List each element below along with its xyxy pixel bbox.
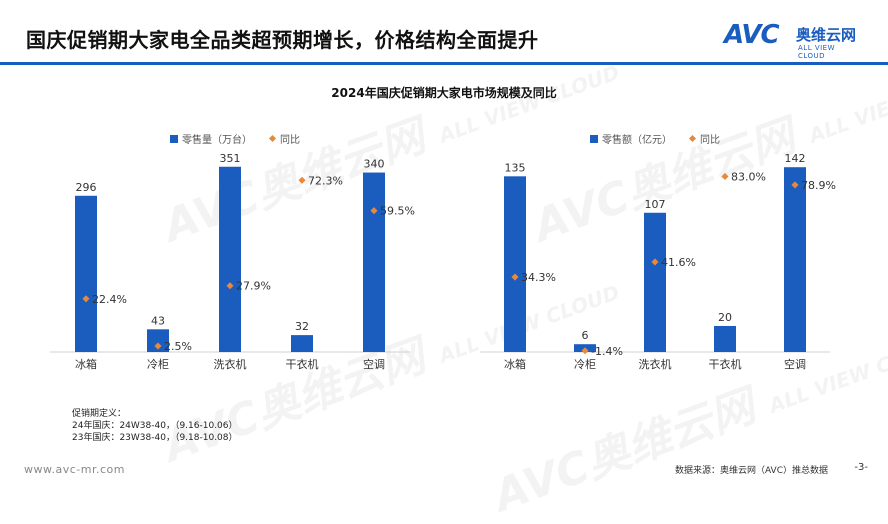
bar xyxy=(291,335,313,352)
legend-bar-label: 零售量（万台） xyxy=(182,133,252,146)
logo-wordmark: AVC xyxy=(724,20,780,50)
bar xyxy=(75,195,97,352)
promotion-definition: 促销期定义： 24年国庆：24W38-40，（9.16-10.06） 23年国庆… xyxy=(72,408,238,444)
legend-marker-label: 同比 xyxy=(700,134,720,146)
yoy-value-label: 27.9% xyxy=(236,280,271,293)
bar xyxy=(504,176,526,352)
yoy-value-label: 59.5% xyxy=(380,205,415,218)
category-label: 空调 xyxy=(784,357,806,371)
yoy-value-label: 41.6% xyxy=(661,256,696,269)
bar-value-label: 20 xyxy=(718,311,732,324)
yoy-value-label: 22.4% xyxy=(92,293,127,306)
bar xyxy=(714,325,736,352)
bar xyxy=(147,329,169,352)
category-label: 干衣机 xyxy=(286,357,319,371)
yoy-value-label: 72.3% xyxy=(308,174,343,187)
avc-logo: AVC 奥维云网 ALL VIEW CLOUD xyxy=(724,20,864,60)
logo-tagline: ALL VIEW CLOUD xyxy=(798,44,836,60)
definition-line-2023: 23年国庆：23W38-40，（9.18-10.08） xyxy=(72,433,238,443)
charts-canvas: 零售量（万台） 同比 296 冰箱 22.4% 43 冷柜 2.5% 351 洗衣机 27.9% 32… xyxy=(50,133,836,371)
legend-marker-swatch xyxy=(268,134,277,143)
yoy-marker xyxy=(154,342,162,350)
category-label: 冷柜 xyxy=(574,358,596,371)
yoy-value-label: 34.3% xyxy=(521,271,556,284)
category-label: 洗衣机 xyxy=(214,357,247,371)
bar-value-label: 142 xyxy=(785,152,806,165)
title-divider xyxy=(0,62,888,65)
category-label: 冰箱 xyxy=(75,357,97,371)
yoy-marker xyxy=(82,295,90,303)
yoy-marker xyxy=(298,176,306,184)
legend-bar-swatch xyxy=(170,135,178,143)
page-title: 国庆促销期大家电全品类超预期增长，价格结构全面提升 xyxy=(26,28,539,52)
bar-value-label: 351 xyxy=(220,152,241,165)
yoy-marker xyxy=(581,347,589,355)
bar-value-label: 6 xyxy=(582,329,589,342)
yoy-marker xyxy=(226,282,234,290)
yoy-marker xyxy=(370,207,378,215)
legend-bar-label: 零售额（亿元） xyxy=(602,133,672,146)
bar-value-label: 340 xyxy=(364,158,385,171)
yoy-value-label: -1.4% xyxy=(591,345,623,358)
legend-marker-label: 同比 xyxy=(280,134,300,146)
category-label: 干衣机 xyxy=(709,357,742,371)
definition-line-2024: 24年国庆：24W38-40，（9.16-10.06） xyxy=(72,421,238,431)
data-source: 数据来源：奥维云网（AVC）推总数据 xyxy=(674,466,828,476)
bar-value-label: 107 xyxy=(645,198,666,211)
yoy-value-label: 83.0% xyxy=(731,170,766,183)
category-label: 冷柜 xyxy=(147,358,169,371)
bar xyxy=(219,166,241,352)
chart-title: 2024年国庆促销期大家电市场规模及同比 xyxy=(331,86,557,100)
yoy-value-label: 2.5% xyxy=(164,340,192,353)
category-label: 空调 xyxy=(363,357,385,371)
bar-value-label: 43 xyxy=(151,314,165,327)
bar-value-label: 135 xyxy=(505,161,526,174)
logo-chinese-name: 奥维云网 xyxy=(796,26,857,44)
bar-value-label: 32 xyxy=(295,320,309,333)
definition-heading: 促销期定义： xyxy=(72,409,127,419)
category-label: 冰箱 xyxy=(504,357,526,371)
legend-marker-swatch xyxy=(688,134,697,143)
bar xyxy=(363,172,385,352)
bar-value-label: 296 xyxy=(76,181,97,194)
page-number: -3- xyxy=(854,462,868,473)
yoy-marker xyxy=(721,172,729,180)
legend-bar-swatch xyxy=(590,135,598,143)
bar xyxy=(784,167,806,352)
yoy-value-label: 78.9% xyxy=(801,179,836,192)
bar xyxy=(644,212,666,352)
yoy-marker xyxy=(791,181,799,189)
yoy-marker xyxy=(511,273,519,281)
footer-url: www.avc-mr.com xyxy=(24,463,125,476)
yoy-marker xyxy=(651,258,659,266)
category-label: 洗衣机 xyxy=(639,357,672,371)
